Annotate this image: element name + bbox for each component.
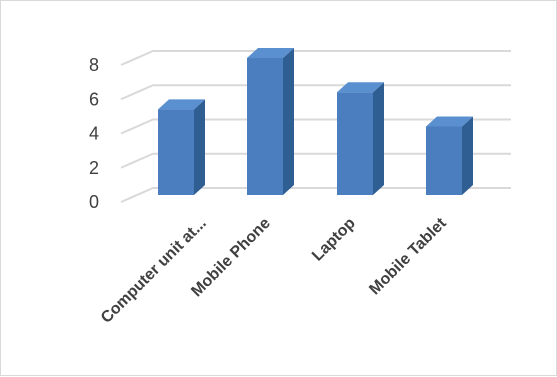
gridline bbox=[120, 50, 511, 66]
bar-top bbox=[337, 82, 384, 93]
bar bbox=[426, 116, 473, 195]
y-axis-ticks: 0 2 4 6 8 bbox=[89, 55, 99, 212]
bar bbox=[337, 82, 384, 195]
bar-top bbox=[158, 99, 205, 110]
y-tick-label: 0 bbox=[89, 192, 99, 212]
bar-front bbox=[426, 126, 462, 195]
y-tick-label: 4 bbox=[89, 124, 99, 144]
x-axis-labels: Computer unit at...Mobile Phone Laptop Mob… bbox=[98, 214, 450, 326]
y-tick-label: 8 bbox=[89, 55, 99, 75]
x-tick-label: Mobile Tablet bbox=[366, 214, 450, 298]
bar-side bbox=[373, 82, 384, 195]
gridline bbox=[120, 152, 511, 169]
gridline bbox=[120, 84, 511, 101]
bar-side bbox=[462, 116, 473, 195]
gridline bbox=[120, 187, 511, 203]
bar-front bbox=[337, 92, 373, 195]
bar-front bbox=[158, 109, 194, 195]
gridlines bbox=[120, 50, 511, 203]
bar-top bbox=[426, 116, 473, 127]
bar-top bbox=[247, 48, 294, 58]
x-tick-label: Computer unit at... bbox=[98, 215, 210, 327]
bar bbox=[247, 48, 294, 195]
bar-front bbox=[247, 58, 283, 195]
x-tick-label: Laptop bbox=[309, 215, 359, 265]
bar bbox=[158, 99, 205, 195]
y-tick-label: 6 bbox=[89, 89, 99, 109]
bar-side bbox=[283, 48, 294, 195]
gridline bbox=[120, 118, 511, 135]
bar-side bbox=[194, 99, 205, 195]
y-tick-label: 2 bbox=[89, 158, 99, 178]
bars bbox=[158, 48, 473, 195]
